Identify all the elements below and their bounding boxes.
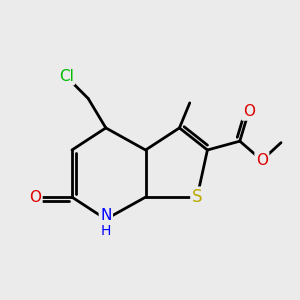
Text: Cl: Cl (58, 69, 74, 84)
Text: O: O (256, 153, 268, 168)
Text: S: S (192, 188, 202, 206)
Text: O: O (243, 104, 255, 119)
Text: H: H (100, 224, 111, 238)
Text: N: N (100, 208, 112, 223)
Text: O: O (29, 190, 41, 205)
